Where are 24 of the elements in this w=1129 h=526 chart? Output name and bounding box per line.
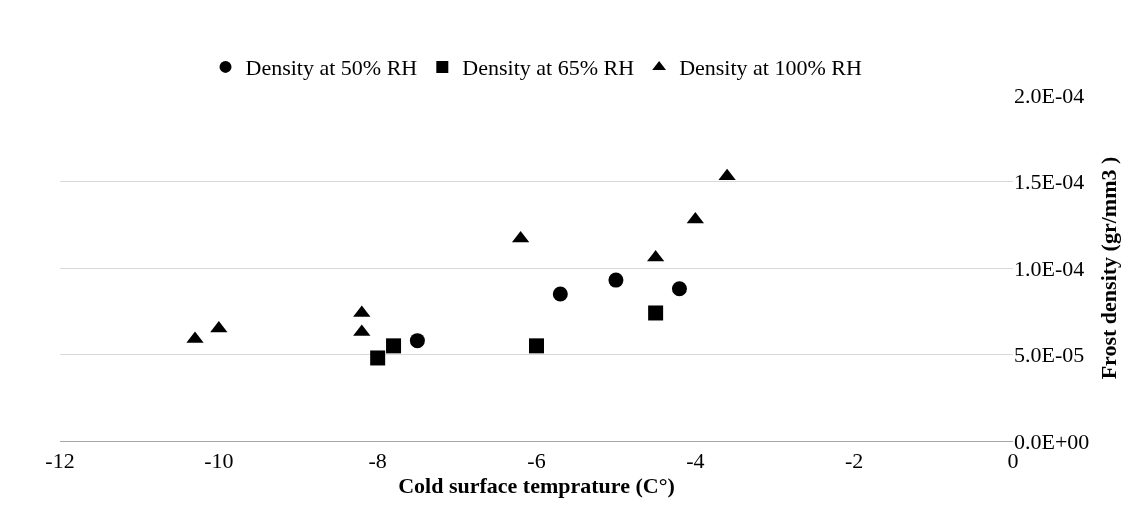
point [671, 281, 687, 297]
x-tick-label: -2 [845, 448, 864, 474]
point [552, 286, 568, 302]
y-tick-label: 1.0E-04 [1014, 255, 1085, 281]
y-axis-title: Frost density (gr/mm3 ) [1096, 156, 1122, 380]
legend-label: Density at 100% RH [679, 55, 862, 81]
x-axis-title: Cold surface temprature (C°) [398, 473, 675, 499]
x-tick-label: -10 [204, 448, 234, 474]
legend-label: Density at 50% RH [245, 55, 418, 81]
point [608, 272, 624, 288]
x-tick-label: -12 [45, 448, 75, 474]
y-tick-label: 1.5E-04 [1014, 169, 1085, 195]
point [386, 338, 402, 354]
y-tick-label: 2.0E-04 [1014, 82, 1085, 108]
x-tick-label: -4 [686, 448, 705, 474]
point [529, 338, 544, 354]
point [648, 305, 664, 321]
x-tick-label: -8 [368, 448, 387, 474]
y-tick-label: 5.0E-05 [1014, 342, 1085, 368]
legend-label: Density at 65% RH [462, 55, 635, 81]
point [409, 333, 425, 349]
point [370, 350, 386, 366]
x-tick-label: -6 [527, 448, 546, 474]
point [718, 168, 736, 181]
